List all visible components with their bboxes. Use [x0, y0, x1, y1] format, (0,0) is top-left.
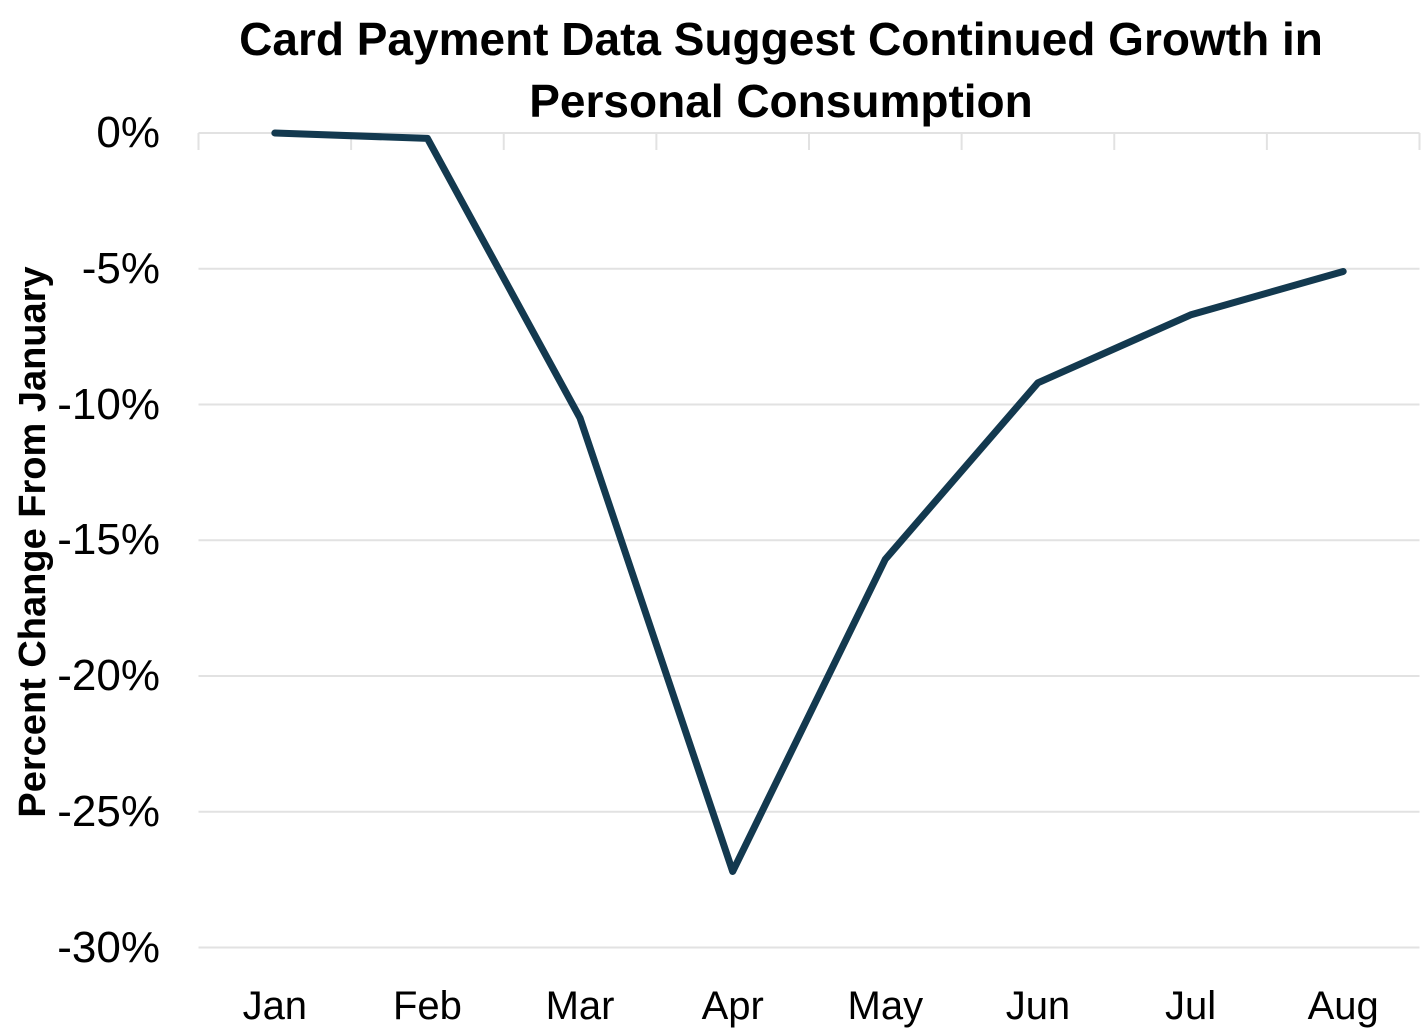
y-tick-label: 0% — [96, 108, 160, 157]
x-tick-label: Mar — [545, 984, 615, 1028]
x-axis-ticks — [197, 133, 1421, 150]
y-tick-label: -20% — [57, 651, 160, 700]
y-tick-label: -10% — [57, 379, 160, 429]
chart-title: Card Payment Data Suggest Continued Grow… — [141, 8, 1421, 132]
x-tick-label: May — [847, 984, 924, 1028]
x-tick-label: Aug — [1307, 984, 1379, 1028]
x-tick-label: Feb — [392, 984, 462, 1028]
x-tick-label: Jan — [242, 984, 308, 1028]
x-tick-label: Jun — [1005, 984, 1071, 1028]
horizontal-gridlines — [198, 132, 1420, 949]
y-tick-label: -30% — [57, 922, 160, 972]
y-tick-label: -25% — [57, 786, 160, 836]
data-line-series — [271, 129, 1347, 875]
chart-title-line-2: Personal Consumption — [529, 75, 1033, 127]
chart-title-line-1: Card Payment Data Suggest Continued Grow… — [239, 13, 1323, 65]
y-tick-label: -15% — [57, 515, 160, 565]
x-tick-label: Jul — [1164, 984, 1217, 1028]
y-tick-label: -5% — [81, 243, 160, 293]
x-tick-label: Apr — [701, 984, 764, 1028]
